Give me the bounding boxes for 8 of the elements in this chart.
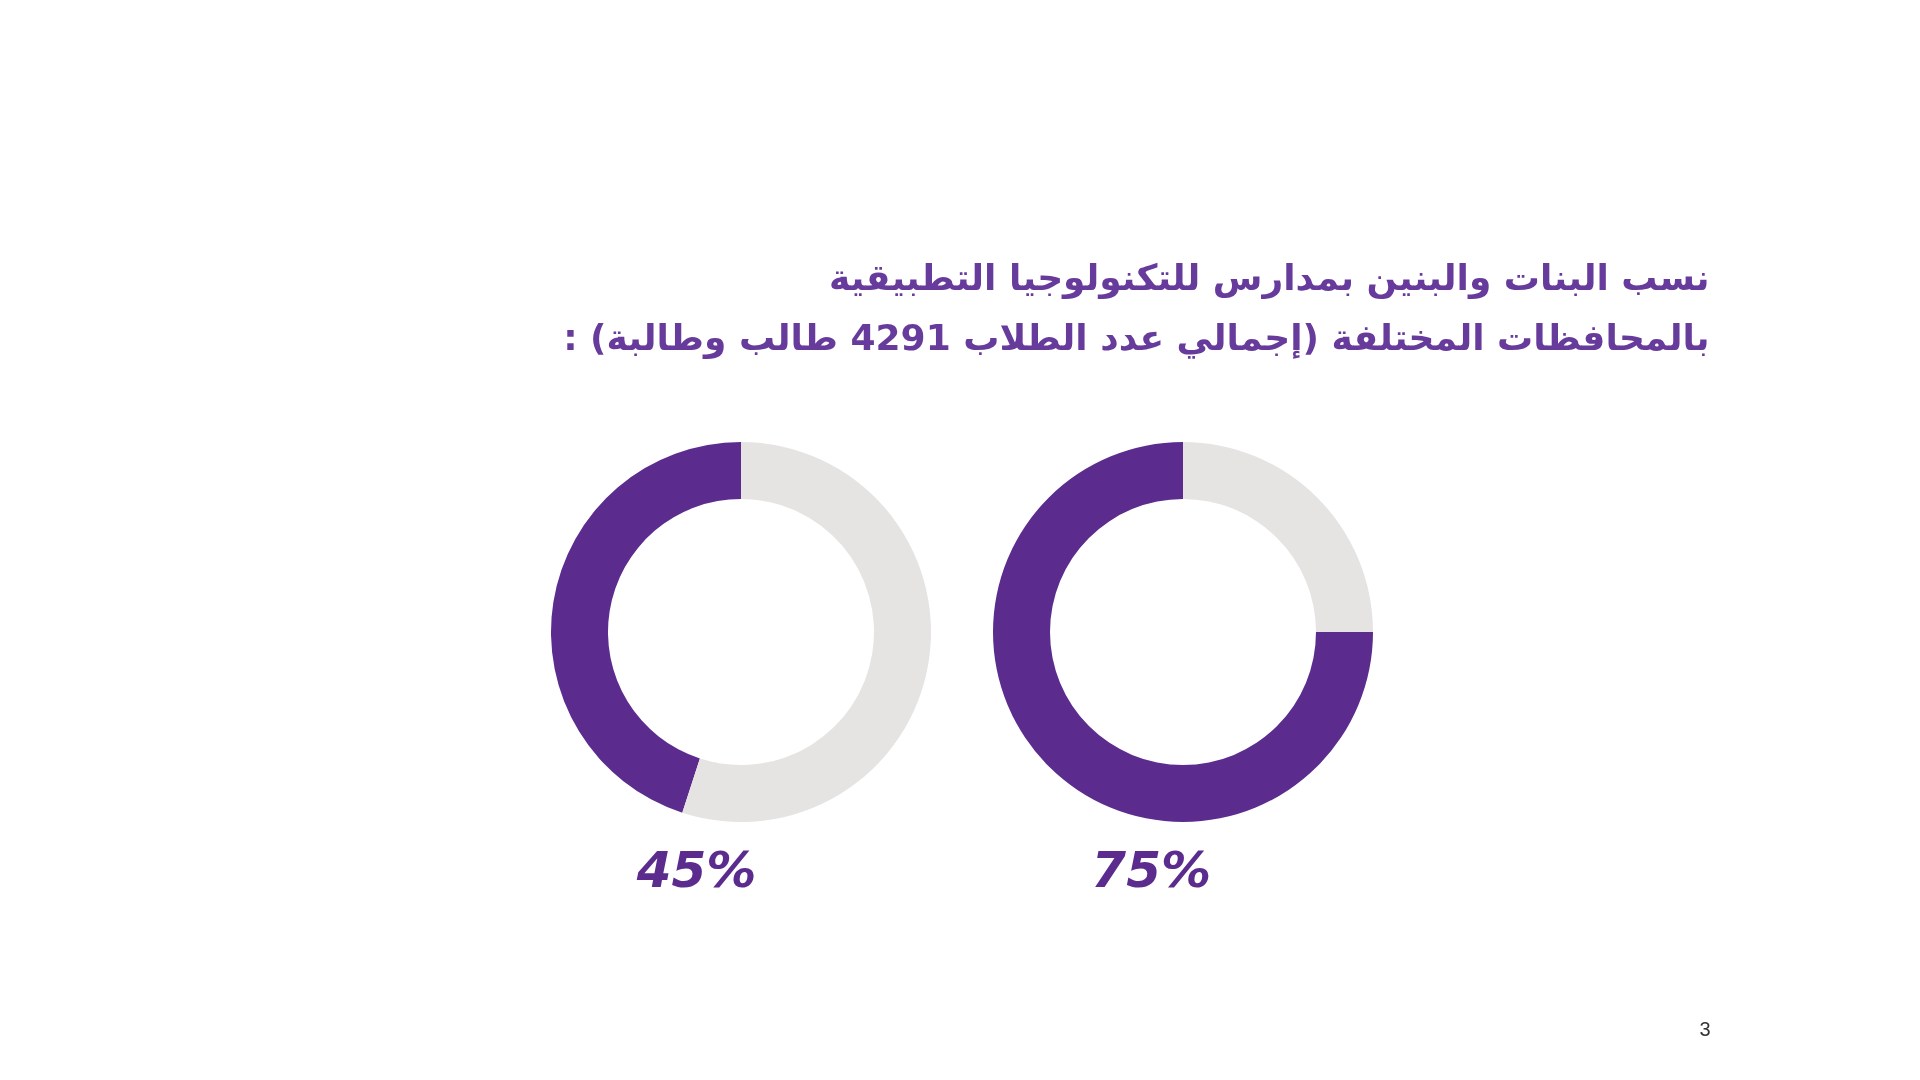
donut-slice xyxy=(682,442,931,822)
text: نسب البنات والبنين بمدارس للتكنولوجيا التطبيقية بالمحافظات المختلفة (إجمالي عدد الطلاب 4291 طالب وطالبة) : xyxy=(563,257,1710,359)
data-label: 45% xyxy=(635,841,757,899)
donut-slice xyxy=(993,442,1373,822)
donut-slice xyxy=(1183,442,1373,632)
data-label: 75% xyxy=(1091,841,1212,899)
donut-slice xyxy=(551,442,741,813)
text: 3 xyxy=(1699,1018,1711,1040)
